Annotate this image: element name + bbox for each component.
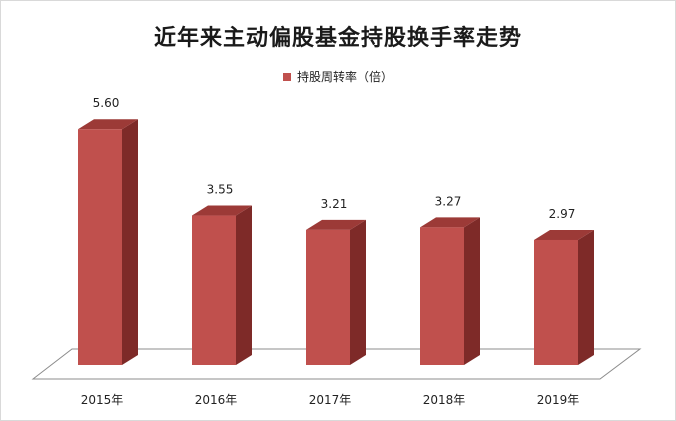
data-label: 3.27 [435, 194, 462, 208]
bar-top [420, 217, 480, 228]
bar [534, 229, 594, 365]
chart-title: 近年来主动偏股基金持股换手率走势 [153, 25, 522, 51]
bar [306, 219, 366, 365]
x-tick-label: 2018年 [423, 393, 466, 407]
x-tick-label: 2017年 [309, 393, 352, 407]
x-tick-label: 2019年 [537, 393, 580, 407]
x-tick-label: 2015年 [81, 393, 124, 407]
bar-side [578, 229, 594, 365]
bar [420, 217, 480, 365]
bar-front [192, 215, 236, 365]
bar-side [464, 217, 480, 365]
bar-front [306, 229, 350, 365]
bar-side [236, 205, 252, 365]
bar-top [78, 119, 138, 130]
bar-top [192, 205, 252, 216]
bar-front [420, 227, 464, 365]
data-label: 3.21 [321, 197, 348, 211]
data-label: 3.55 [207, 183, 234, 197]
bar [192, 205, 252, 365]
data-label: 2.97 [549, 207, 576, 221]
data-label: 5.60 [93, 96, 120, 110]
legend-label: 持股周转率（倍） [296, 70, 393, 84]
bar-top [306, 219, 366, 230]
bar-front [78, 129, 122, 365]
bar-top [534, 229, 594, 240]
bar [78, 119, 138, 366]
bar-side [122, 119, 138, 366]
bar-front [534, 239, 578, 365]
legend-swatch [282, 72, 291, 81]
x-tick-label: 2016年 [195, 393, 238, 407]
chart-legend: 持股周转率（倍） [0, 68, 676, 85]
bar-side [350, 219, 366, 365]
